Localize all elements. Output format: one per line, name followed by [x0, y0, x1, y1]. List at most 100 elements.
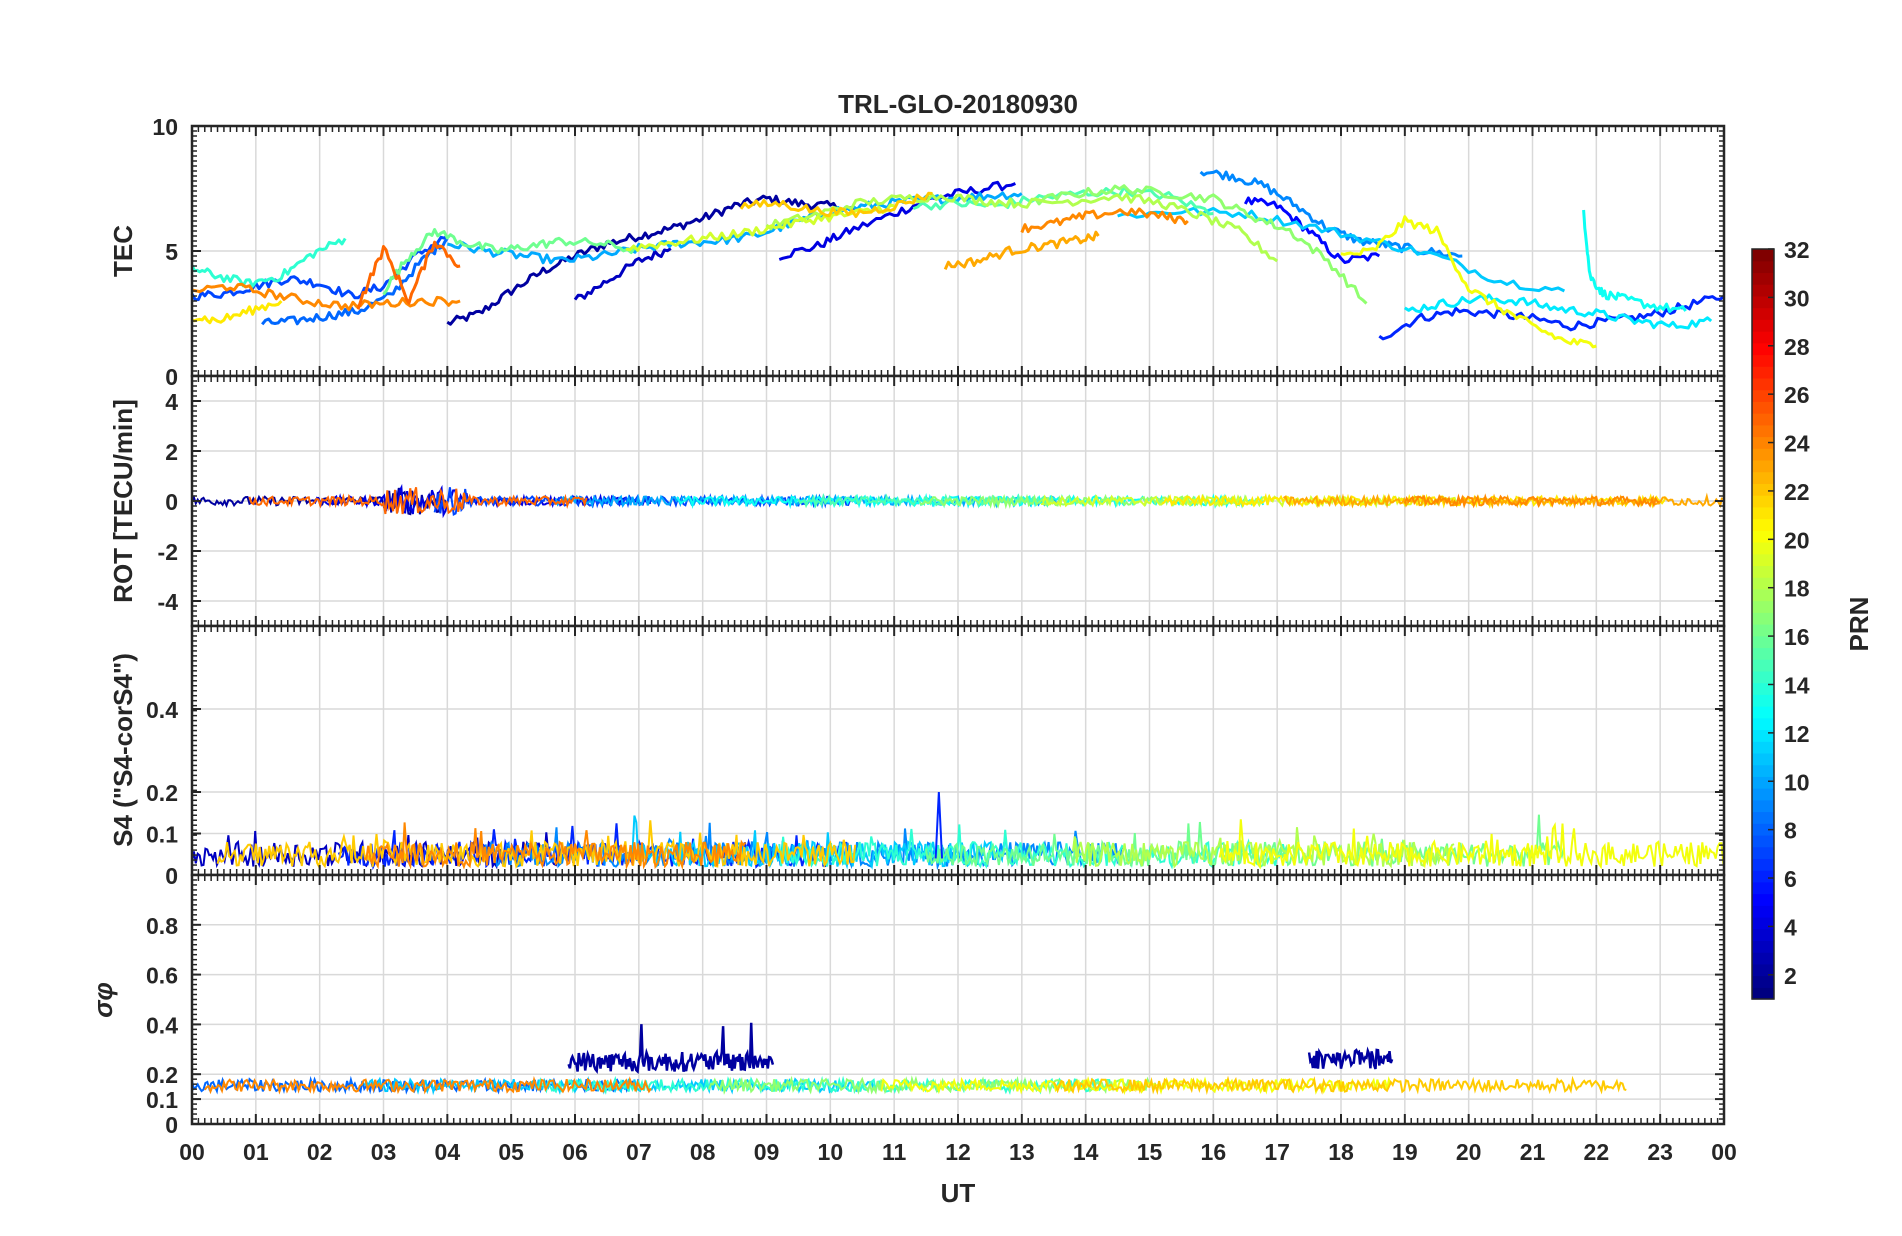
- tec-ylabel: TEC: [108, 225, 138, 277]
- s4-panel: 0 0.1 0.2 0.4 S4 ("S4-corS4"): [108, 624, 1726, 889]
- colorbar-segment: [1752, 799, 1774, 813]
- x-tick-label: 05: [498, 1139, 524, 1165]
- s4-ylabel: S4 ("S4-corS4"): [108, 653, 138, 847]
- y-tick-label: 0: [165, 364, 178, 390]
- tec-series-line: [356, 240, 461, 310]
- tec-series-line: [1033, 184, 1368, 305]
- y-tick-label: -2: [158, 539, 178, 565]
- colorbar-segment: [1752, 916, 1774, 930]
- colorbar-segment: [1752, 588, 1774, 602]
- colorbar-segment: [1752, 975, 1774, 988]
- x-tick-label: 20: [1456, 1139, 1482, 1165]
- sigma-phi-lines: [191, 1022, 1627, 1096]
- colorbar-segment: [1752, 647, 1774, 660]
- colorbar-segment: [1752, 530, 1774, 543]
- tec-series-line: [943, 230, 1100, 271]
- colorbar-segment: [1752, 459, 1774, 473]
- colorbar-tick-label: 14: [1784, 672, 1810, 698]
- y-tick-label: 0.4: [146, 1012, 178, 1038]
- s4-series-line: [1071, 827, 1455, 869]
- colorbar-tick-label: 16: [1784, 624, 1810, 650]
- x-tick-label: 01: [243, 1139, 269, 1165]
- colorbar-tick-label: 12: [1784, 721, 1810, 747]
- colorbar-segment: [1752, 694, 1774, 707]
- tec-series-line: [765, 192, 1279, 263]
- colorbar-segment: [1752, 963, 1774, 977]
- x-tick-label: 07: [626, 1139, 652, 1165]
- y-tick-label: 0.4: [146, 697, 178, 723]
- rot-panel: -4 -2 0 2 4 ROT [TECU/min]: [108, 374, 1726, 628]
- tec-series-line: [190, 237, 347, 288]
- colorbar-segment: [1752, 952, 1774, 965]
- x-tick-label: 23: [1647, 1139, 1673, 1165]
- rot-series-line: [248, 487, 588, 515]
- rot-series-line: [1403, 493, 1660, 509]
- colorbar-segment: [1752, 893, 1774, 906]
- tec-panel: 0 5 10 TEC: [108, 114, 1726, 390]
- x-tick-label: 22: [1584, 1139, 1610, 1165]
- colorbar-segment: [1752, 354, 1774, 367]
- x-tick-label: 14: [1073, 1139, 1099, 1165]
- colorbar-segment: [1752, 870, 1774, 883]
- colorbar-segment: [1752, 413, 1774, 426]
- x-tick-label: 19: [1392, 1139, 1418, 1165]
- y-tick-label: 4: [165, 389, 178, 415]
- tec-series-line: [573, 247, 672, 301]
- colorbar-segment: [1752, 249, 1774, 262]
- colorbar-segment: [1752, 624, 1774, 637]
- y-tick-label: 0.2: [146, 780, 178, 806]
- colorbar-segment: [1752, 682, 1774, 695]
- sigma-phi-series-line: [204, 1075, 652, 1095]
- y-tick-label: -4: [158, 589, 179, 615]
- colorbar-tick-label: 4: [1784, 914, 1797, 940]
- chart-title: TRL-GLO-20180930: [838, 89, 1078, 119]
- s4-series-line: [363, 822, 747, 871]
- tec-series-line: [191, 282, 461, 312]
- colorbar-segment: [1752, 987, 1774, 1000]
- x-tick-label: 08: [690, 1139, 716, 1165]
- sigma-phi-enhanced-line: [567, 1022, 775, 1075]
- colorbar-segment: [1752, 577, 1774, 590]
- x-tick-label: 00: [1711, 1139, 1737, 1165]
- tec-series-line: [382, 228, 640, 296]
- tec-series-line: [446, 194, 863, 326]
- colorbar-segment: [1752, 670, 1774, 684]
- colorbar-segment: [1752, 905, 1774, 918]
- colorbar-segment: [1752, 260, 1774, 274]
- colorbar-segment: [1752, 366, 1774, 379]
- colorbar-segment: [1752, 495, 1774, 508]
- colorbar-segment: [1752, 401, 1774, 414]
- colorbar-segment: [1752, 319, 1774, 332]
- colorbar-segment: [1752, 389, 1774, 402]
- s4-series-line: [216, 820, 857, 870]
- colorbar-segment: [1752, 659, 1774, 672]
- colorbar-segments: [1752, 249, 1774, 1000]
- x-tick-label: 09: [754, 1139, 780, 1165]
- x-tick-label: 10: [818, 1139, 844, 1165]
- y-tick-label: 0.1: [146, 1087, 178, 1113]
- colorbar-segment: [1752, 846, 1774, 859]
- s4-peak-spike: [934, 791, 944, 859]
- sigma-phi-series-line: [1052, 1075, 1627, 1095]
- x-tick-label: 04: [435, 1139, 461, 1165]
- tec-series-line: [190, 234, 449, 302]
- colorbar-segment: [1752, 764, 1774, 777]
- colorbar-segment: [1752, 706, 1774, 719]
- y-tick-label: 2: [165, 439, 178, 465]
- colorbar-segment: [1752, 741, 1774, 754]
- colorbar-segment: [1752, 788, 1774, 801]
- colorbar-tick-label: 30: [1784, 285, 1810, 311]
- tec-series-line: [912, 185, 1214, 216]
- tec-series-line: [191, 299, 283, 325]
- rot-ylabel: ROT [TECU/min]: [108, 399, 138, 603]
- tec-series-line: [778, 180, 1016, 261]
- y-tick-label: 0: [165, 489, 178, 515]
- colorbar-segment: [1752, 823, 1774, 836]
- colorbar-segment: [1752, 272, 1774, 285]
- colorbar-tick-label: 8: [1784, 818, 1797, 844]
- tec-series-line: [1020, 207, 1189, 234]
- x-tick-label: 03: [371, 1139, 397, 1165]
- colorbar-segment: [1752, 729, 1774, 742]
- colorbar-segment: [1752, 752, 1774, 766]
